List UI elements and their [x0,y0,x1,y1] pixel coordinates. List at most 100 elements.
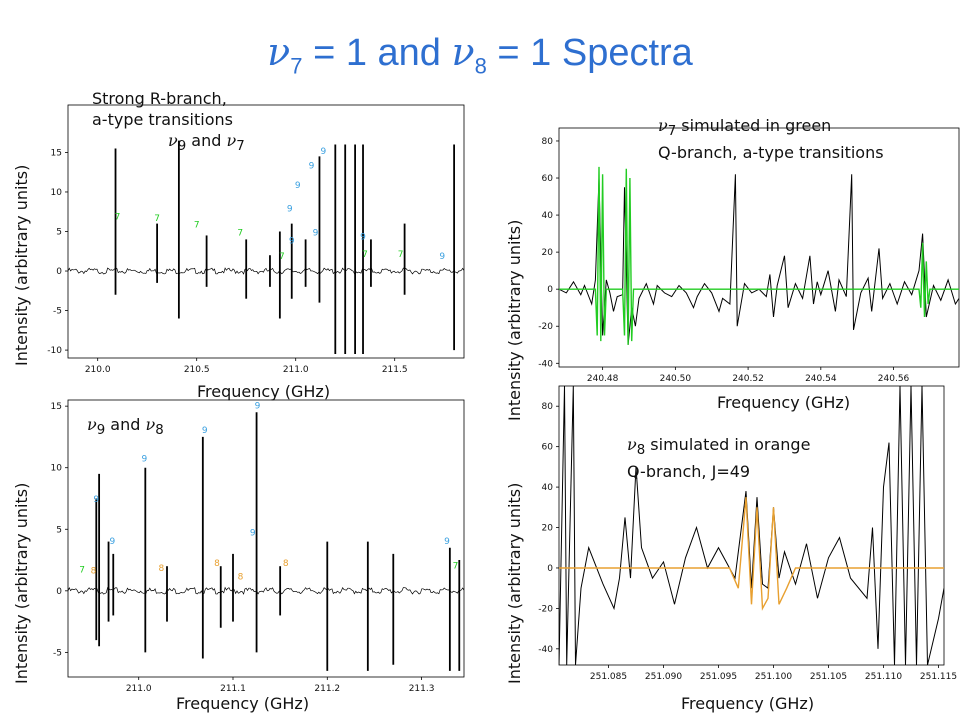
transition-label-blue: 9 [289,236,295,246]
annotation-bottom-left: ν9 and ν8 [87,414,164,441]
x-tick-label: 211.3 [409,684,435,694]
x-tick-label: 211.5 [382,365,408,375]
nu-symbol: ν [168,131,178,150]
nu-symbol: ν [145,415,156,434]
y-axis-label-bottom-left: Intensity (arbitrary units) [12,482,31,684]
plot-frame [558,385,945,666]
x-axis-label-bottom-right: Frequency (GHz) [681,694,815,713]
chart-top-right: -40 -20 0 20 40 60 80 240.48 240.50 240.52 240.54 2… [538,127,960,384]
page-title: ν7 = 1 and ν8 = 1 Spectra [0,30,960,80]
x-tick-label: 211.2 [314,684,340,694]
plot-frame [67,399,465,678]
y-tick-label: -10 [47,346,62,356]
y-tick-label: 80 [542,402,554,412]
y-tick-label: 0 [547,564,553,574]
y-tick-label: 20 [542,248,554,258]
transition-label-orange: 8 [238,573,244,583]
y-axis-label-top-right: Intensity (arbitrary units) [505,219,524,421]
transition-label-blue: 9 [142,455,148,465]
nu-subscript: 8 [636,443,646,459]
x-tick-label: 251.100 [755,672,792,682]
y-tick-label: 5 [56,525,62,535]
transition-label-blue: 9 [255,402,261,412]
y-tick-label: 60 [542,174,554,184]
transition-label-orange: 8 [214,559,220,569]
x-tick-label: 211.1 [220,684,246,694]
y-tick-label: 0 [56,267,62,277]
y-axis-label-bottom-right: Intensity (arbitrary units) [505,482,524,684]
transition-label-blue: 9 [439,252,445,262]
y-tick-label: -5 [53,307,62,317]
annotation-line: ν9 and ν7 [92,130,245,157]
y-tick-label: 20 [542,524,554,534]
nu-symbol: ν [658,116,668,135]
observed-spectrum [559,386,944,665]
y-tick-label: 0 [56,587,62,597]
transition-label-green: 7 [398,250,404,260]
transition-label-blue: 9 [313,228,319,238]
transition-label-blue: 9 [250,528,256,538]
annotation-text: and [186,131,227,150]
nu-subscript: 9 [177,139,187,155]
transition-label-orange: 8 [91,567,97,577]
transition-label-blue: 9 [287,205,293,215]
nu-symbol: ν [226,131,237,150]
transition-label-green: 7 [154,214,160,224]
y-tick-label: 10 [51,188,63,198]
x-axis-label-top-right: Frequency (GHz) [717,393,851,412]
simulated-spectrum-green [559,166,959,345]
nu-subscript: 9 [96,423,106,439]
transition-label-blue: 9 [360,232,366,242]
annotation-line: Q-branch, a-type transitions [658,143,884,163]
transition-label-blue: 9 [444,537,450,547]
title-part-4: = 1 Spectra [486,32,693,74]
transition-label-green: 7 [362,250,368,260]
x-tick-label: 251.090 [645,672,682,682]
annotation-line: ν7 simulated in green [658,115,884,142]
annotation-text: simulated in green [676,116,832,135]
transition-label-blue: 9 [295,181,301,191]
transition-label-green: 7 [194,221,200,231]
transition-label-orange: 8 [158,564,164,574]
annotation-line: Q-branch, J=49 [627,462,751,482]
annotation-line: a-type transitions [92,110,233,129]
y-tick-label: 15 [51,402,62,412]
nu-symbol: ν [627,435,637,454]
x-tick-label: 251.105 [810,672,847,682]
y-tick-label: 15 [51,148,62,158]
y-axis-label-top-left: Intensity (arbitrary units) [12,164,31,366]
annotation-line: ν8 simulated in orange [627,434,810,461]
annotation-bottom-right: ν8 simulated in orange Q-branch, J=49 [627,434,810,482]
y-tick-label: -20 [538,604,553,614]
spectrum-baseline [68,267,464,275]
transition-label-green: 7 [79,565,85,575]
x-tick-label: 240.56 [878,374,910,384]
transition-label-green: 7 [279,252,285,262]
simulated-spectrum-orange [559,497,944,611]
annotation-text: and [105,415,146,434]
y-tick-label: 60 [542,443,554,453]
transition-label-green: 7 [453,562,459,572]
y-tick-label: 40 [542,483,554,493]
y-tick-label: -5 [53,648,62,658]
x-tick-label: 251.110 [865,672,902,682]
title-sub-2: 8 [474,53,487,79]
x-axis-label-top-left: Frequency (GHz) [197,382,331,401]
annotation-top-left: Strong R-branch, a-type transitions ν9 a… [92,88,245,157]
x-tick-label: 251.115 [920,672,957,682]
transition-label-blue: 9 [202,426,208,436]
y-tick-label: 80 [542,137,554,147]
annotation-text: simulated in orange [645,435,811,454]
nu-subscript: 7 [667,124,677,140]
x-tick-label: 211.0 [283,365,309,375]
transition-label-green: 7 [115,213,121,223]
x-tick-label: 240.48 [587,374,619,384]
transition-label-blue: 9 [109,537,115,547]
x-axis-label-bottom-left: Frequency (GHz) [176,694,310,713]
transition-label-blue: 9 [321,147,327,157]
nu-symbol: ν [87,415,97,434]
